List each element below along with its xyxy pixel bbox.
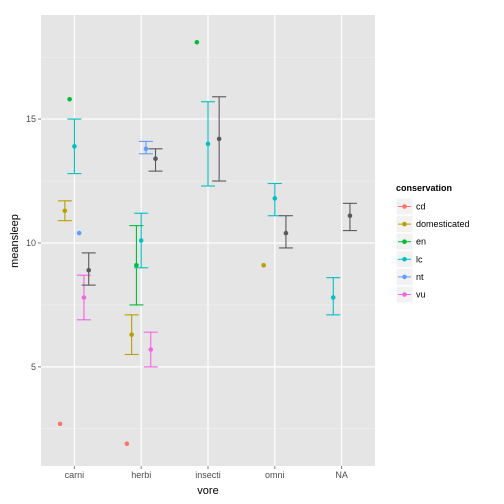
data-point bbox=[124, 441, 130, 446]
legend-key-point bbox=[402, 221, 407, 227]
data-marks bbox=[57, 39, 357, 446]
y-tick-label: 5 bbox=[31, 362, 36, 372]
x-tick-label: NA bbox=[335, 470, 348, 480]
data-point bbox=[216, 136, 222, 142]
legend-key-point bbox=[402, 274, 407, 280]
y-tick-label: 15 bbox=[26, 114, 36, 124]
legend-label: cd bbox=[416, 202, 426, 212]
data-point bbox=[81, 295, 87, 300]
major-gridlines bbox=[41, 15, 375, 466]
x-tick-label: omni bbox=[265, 470, 285, 480]
data-point bbox=[330, 295, 336, 300]
data-point bbox=[143, 146, 149, 152]
legend-key-point bbox=[402, 257, 407, 262]
legend-key-point bbox=[402, 204, 407, 209]
y-axis-title: meansleep bbox=[9, 214, 21, 268]
x-tick-label: herbi bbox=[131, 470, 151, 480]
x-tick-label: insecti bbox=[195, 470, 221, 480]
data-point bbox=[57, 421, 63, 427]
legend-label: domesticated bbox=[416, 219, 470, 229]
data-point bbox=[76, 230, 82, 236]
data-point bbox=[205, 141, 211, 147]
data-point bbox=[347, 213, 353, 219]
data-point bbox=[134, 262, 139, 268]
legend-label: lc bbox=[416, 254, 423, 264]
x-axis-title: vore bbox=[197, 485, 218, 497]
data-point bbox=[72, 144, 77, 149]
x-tick-label: carni bbox=[65, 470, 85, 480]
legend-key-point bbox=[402, 292, 407, 297]
y-tick-label: 10 bbox=[26, 238, 36, 248]
data-point bbox=[272, 196, 278, 201]
data-point bbox=[138, 238, 144, 243]
legend-title: conservation bbox=[396, 183, 452, 193]
legend-label: nt bbox=[416, 272, 424, 282]
data-point bbox=[153, 156, 158, 162]
data-point bbox=[62, 208, 68, 214]
data-point bbox=[261, 262, 266, 268]
data-point bbox=[86, 267, 92, 273]
data-point bbox=[283, 230, 289, 236]
legend: conservation cd domesticated en lc nt vu bbox=[395, 183, 470, 304]
data-point bbox=[148, 347, 154, 352]
legend-label: en bbox=[416, 237, 426, 247]
axes: 5 10 15 carni herbi insecti omni NA bbox=[26, 114, 348, 480]
legend-key-point bbox=[402, 239, 407, 244]
legend-label: vu bbox=[416, 290, 426, 300]
data-point bbox=[194, 39, 200, 45]
data-point bbox=[129, 332, 134, 337]
data-point bbox=[67, 96, 72, 102]
